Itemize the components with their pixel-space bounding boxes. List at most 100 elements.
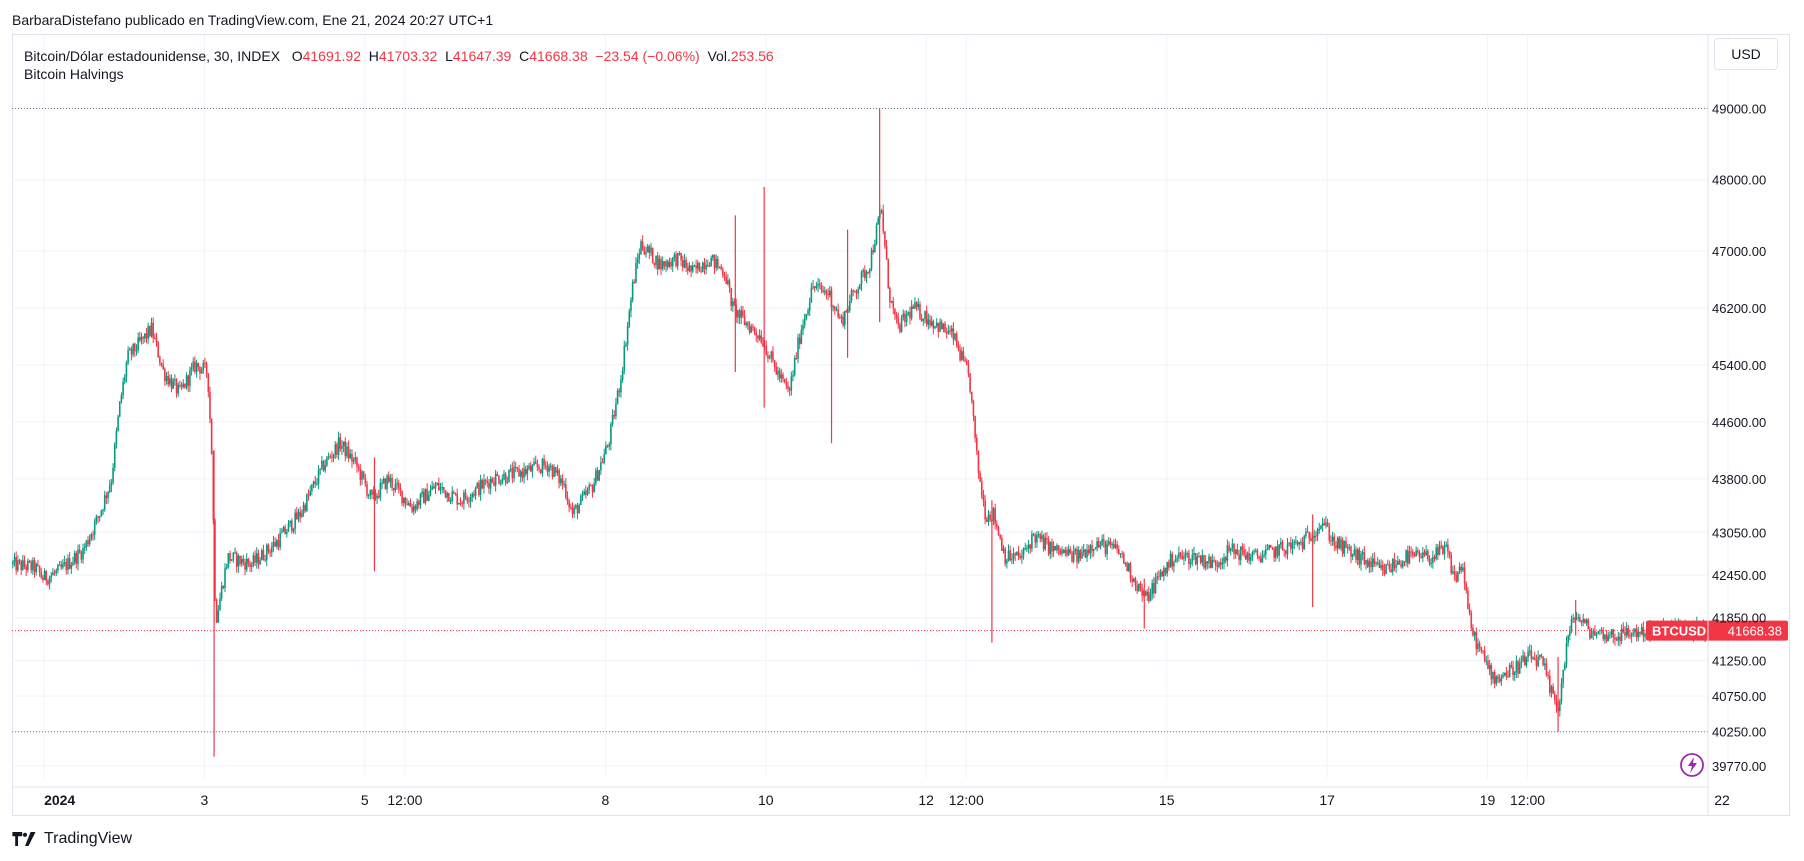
candle — [920, 313, 923, 323]
candle-body — [924, 311, 926, 320]
candle-body — [225, 566, 228, 569]
candle-body — [603, 454, 606, 463]
candle-body — [63, 562, 66, 564]
candle-body — [1338, 537, 1341, 549]
candle — [725, 271, 727, 285]
candle-body — [1395, 564, 1397, 568]
candle-body — [1503, 672, 1506, 675]
candle — [461, 500, 464, 508]
candle-body — [431, 486, 433, 490]
candle-body — [1012, 553, 1015, 560]
candle — [606, 444, 609, 448]
candle-body — [177, 384, 180, 394]
candle-body — [306, 494, 308, 511]
candle — [189, 366, 191, 392]
candle — [919, 301, 921, 321]
candle-body — [1428, 559, 1431, 564]
candle — [1577, 613, 1579, 622]
candle-body — [1502, 674, 1504, 678]
candle — [1057, 545, 1060, 556]
candle-body — [862, 270, 864, 273]
candle — [780, 368, 783, 383]
candle — [174, 374, 176, 386]
indicator-label[interactable]: Bitcoin Halvings — [24, 66, 124, 82]
candle — [611, 409, 614, 427]
candle — [713, 254, 716, 275]
candle-body — [571, 507, 574, 515]
candle-body — [1001, 538, 1003, 551]
symbol-description[interactable]: Bitcoin/Dólar estadounidense, 30, INDEX — [24, 48, 281, 64]
candle-body — [441, 487, 443, 489]
candle — [1430, 557, 1432, 568]
candle-body — [904, 313, 906, 322]
candle — [680, 252, 682, 267]
candle — [521, 467, 524, 482]
price-tag-value: 41668.38 — [1728, 624, 1782, 639]
candle-body — [194, 361, 196, 372]
candle — [1388, 560, 1391, 572]
candle-body — [1493, 671, 1496, 684]
candle — [645, 246, 647, 258]
candle — [700, 266, 702, 274]
candle — [1223, 553, 1225, 570]
candle — [1196, 553, 1199, 571]
candle — [874, 239, 876, 253]
candle — [446, 491, 448, 503]
candle-body — [20, 560, 22, 570]
candle — [282, 525, 285, 533]
candle — [1627, 624, 1630, 639]
candle-body — [914, 302, 916, 309]
lightning-icon[interactable] — [1680, 753, 1704, 777]
candle — [1452, 565, 1454, 575]
candle-body — [396, 483, 398, 485]
candle-body — [354, 457, 357, 460]
candle — [1485, 655, 1488, 666]
candle-body — [1438, 545, 1441, 556]
candle-body — [1296, 541, 1299, 545]
candle-body — [1002, 548, 1005, 551]
candle-body — [965, 360, 968, 366]
candle — [975, 434, 978, 455]
candle — [155, 332, 158, 347]
candle — [177, 382, 180, 397]
candle-body — [125, 362, 128, 377]
candle-body — [1418, 552, 1421, 558]
candle — [1470, 610, 1473, 631]
candle — [1107, 537, 1110, 547]
candle-body — [812, 286, 814, 288]
candle — [985, 517, 988, 523]
candle — [1585, 618, 1588, 626]
candle-body — [618, 390, 621, 393]
candle-body — [1361, 552, 1364, 555]
candle — [100, 509, 103, 517]
candle — [782, 372, 784, 382]
candle-body — [583, 491, 585, 495]
candle-body — [1044, 538, 1047, 550]
candle-body — [82, 548, 84, 560]
candle-body — [1518, 663, 1521, 674]
candle — [1527, 646, 1529, 663]
candle-body — [157, 341, 159, 358]
candle-body — [1381, 564, 1384, 570]
candle — [1121, 550, 1123, 559]
candle-body — [67, 558, 69, 571]
candle-body — [596, 470, 599, 481]
candle-body — [23, 560, 26, 567]
candle — [1584, 618, 1586, 624]
candle — [284, 524, 286, 535]
candle — [683, 253, 686, 269]
candle — [68, 552, 71, 570]
candle — [125, 360, 128, 383]
candle — [580, 493, 582, 506]
candle — [805, 313, 808, 321]
footer-brand[interactable]: TradingView — [12, 830, 132, 848]
candle — [807, 307, 809, 316]
candle — [1453, 565, 1456, 581]
candle-body — [1069, 549, 1072, 553]
candle — [1361, 549, 1364, 561]
candle — [742, 305, 744, 319]
candle — [872, 244, 874, 255]
candle-body — [407, 502, 410, 505]
currency-button[interactable]: USD — [1714, 38, 1778, 70]
